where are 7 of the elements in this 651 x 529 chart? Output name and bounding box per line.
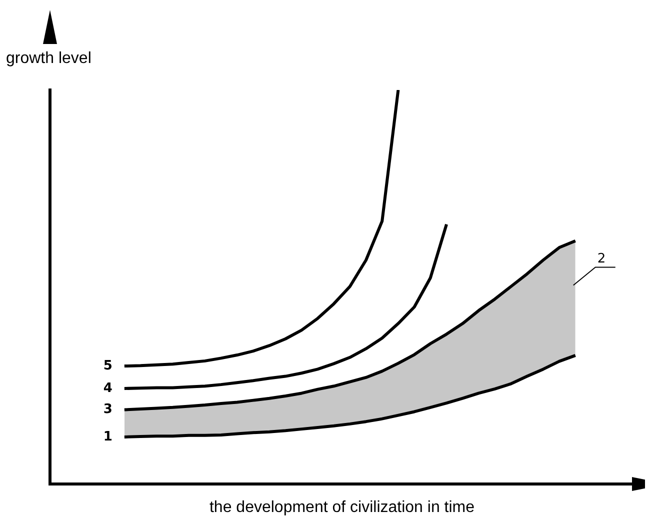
series-label: 4 bbox=[103, 380, 112, 396]
series-label: 1 bbox=[103, 429, 112, 444]
x-axis-title: the development of civilization in time bbox=[209, 498, 475, 516]
text: 2 bbox=[597, 252, 606, 267]
series-label: 3 bbox=[103, 402, 112, 418]
series-label: 5 bbox=[103, 358, 112, 374]
y-axis-title: growth level bbox=[6, 50, 92, 68]
